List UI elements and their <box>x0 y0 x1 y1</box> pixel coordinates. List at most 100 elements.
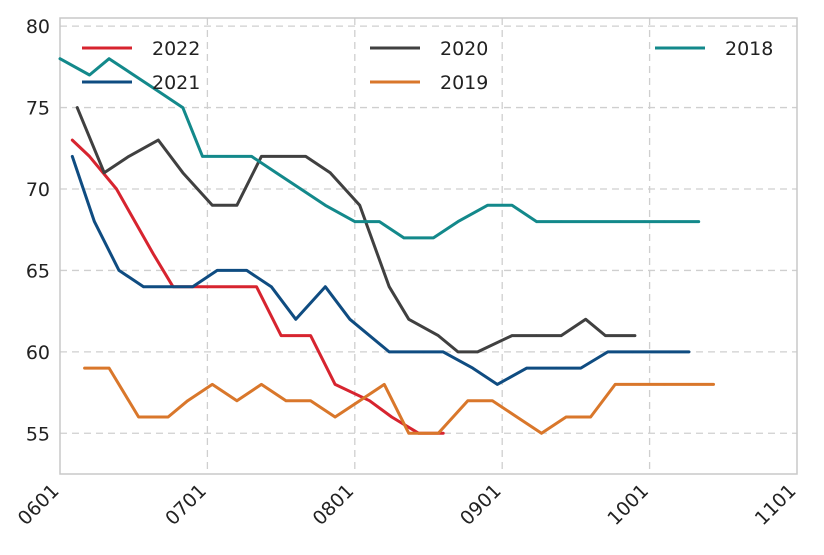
data-point-2021 <box>442 350 445 354</box>
data-point-2019 <box>107 366 111 370</box>
data-point-2020 <box>211 204 214 207</box>
data-point-2020 <box>510 334 514 337</box>
data-point-2019 <box>358 399 361 402</box>
data-point-2018 <box>157 90 160 93</box>
data-point-2018 <box>618 220 622 223</box>
data-point-2022 <box>115 187 118 191</box>
data-point-2019 <box>260 383 263 386</box>
data-point-2020 <box>358 204 361 207</box>
data-point-2018 <box>201 155 204 158</box>
data-point-2020 <box>407 318 410 321</box>
data-point-2019 <box>284 399 288 402</box>
data-point-2020 <box>584 318 587 321</box>
data-point-2021 <box>525 366 528 370</box>
data-point-2022 <box>88 155 91 158</box>
data-point-2019 <box>235 399 239 402</box>
data-point-2021 <box>324 285 327 288</box>
data-point-2020 <box>535 334 538 337</box>
y-tick-label: 75 <box>26 98 50 120</box>
data-point-2018 <box>432 236 435 240</box>
series-line-2022 <box>70 138 445 435</box>
data-point-2021 <box>270 285 273 288</box>
data-point-2022 <box>255 285 258 288</box>
data-point-2018 <box>58 57 62 60</box>
data-point-2020 <box>279 155 283 158</box>
legend: 2022 2021 2020 2019 2018 <box>82 38 773 94</box>
data-point-2022 <box>211 285 214 288</box>
data-point-2020 <box>127 155 130 158</box>
data-point-2021 <box>216 269 219 272</box>
data-point-2019 <box>333 415 337 419</box>
legend-label-2021: 2021 <box>152 72 200 94</box>
data-point-2020 <box>388 285 391 288</box>
y-axis-ticks: 55 60 65 70 75 80 <box>26 16 50 445</box>
data-point-2021 <box>388 350 391 354</box>
data-point-2021 <box>142 285 145 288</box>
data-point-2021 <box>668 350 671 354</box>
legend-label-2019: 2019 <box>440 72 488 94</box>
y-tick-label: 80 <box>26 16 50 38</box>
data-point-2019 <box>663 383 666 386</box>
data-point-2019 <box>383 383 386 386</box>
data-point-2021 <box>606 350 609 354</box>
data-point-2019 <box>638 383 641 386</box>
data-point-2018 <box>107 57 111 60</box>
data-point-2022 <box>152 252 155 256</box>
data-point-2021 <box>471 366 474 370</box>
data-point-2018 <box>486 204 489 207</box>
data-point-2020 <box>304 155 307 158</box>
y-tick-label: 60 <box>26 342 50 364</box>
series-layer <box>58 57 715 435</box>
data-point-2019 <box>309 399 312 402</box>
legend-label-2022: 2022 <box>152 38 200 60</box>
data-point-2021 <box>555 366 558 370</box>
data-point-2020 <box>633 334 637 337</box>
data-point-2021 <box>631 350 634 354</box>
data-point-2018 <box>677 220 681 223</box>
data-point-2018 <box>535 220 538 223</box>
data-point-2018 <box>560 220 563 223</box>
data-point-2018 <box>324 204 327 207</box>
data-point-2018 <box>510 204 514 207</box>
y-tick-label: 55 <box>26 423 50 445</box>
data-point-2018 <box>225 155 229 158</box>
data-point-2018 <box>353 220 356 223</box>
plot-frame <box>59 17 798 475</box>
data-point-2020 <box>181 171 184 174</box>
data-point-2019 <box>137 415 140 419</box>
data-point-2021 <box>348 318 352 321</box>
data-point-2018 <box>663 220 666 223</box>
data-point-2020 <box>437 334 440 337</box>
data-point-2022 <box>279 334 283 337</box>
data-point-2018 <box>299 187 302 191</box>
data-point-2018 <box>643 220 646 223</box>
data-point-2019 <box>186 399 189 402</box>
data-point-2018 <box>88 73 91 77</box>
data-point-2022 <box>230 285 234 288</box>
data-point-2022 <box>390 415 393 419</box>
data-point-2020 <box>604 334 607 337</box>
data-point-2019 <box>564 415 568 419</box>
data-point-2021 <box>579 366 582 370</box>
data-point-2021 <box>93 220 96 223</box>
data-point-2020 <box>76 106 79 109</box>
data-point-2018 <box>132 73 135 77</box>
data-point-2020 <box>476 350 479 354</box>
y-tick-label: 65 <box>26 260 50 282</box>
data-point-2021 <box>294 318 297 321</box>
data-point-2019 <box>515 415 519 419</box>
data-point-2022 <box>309 334 312 337</box>
data-point-2020 <box>103 171 106 174</box>
data-point-2018 <box>378 220 381 223</box>
data-point-2018 <box>181 106 184 109</box>
data-point-2021 <box>191 285 194 288</box>
data-point-2018 <box>250 155 253 158</box>
data-point-2020 <box>235 204 239 207</box>
data-point-2018 <box>697 220 700 223</box>
data-point-2022 <box>333 383 337 386</box>
data-point-2019 <box>540 432 543 435</box>
data-point-2021 <box>687 350 691 354</box>
data-point-2021 <box>171 285 175 288</box>
